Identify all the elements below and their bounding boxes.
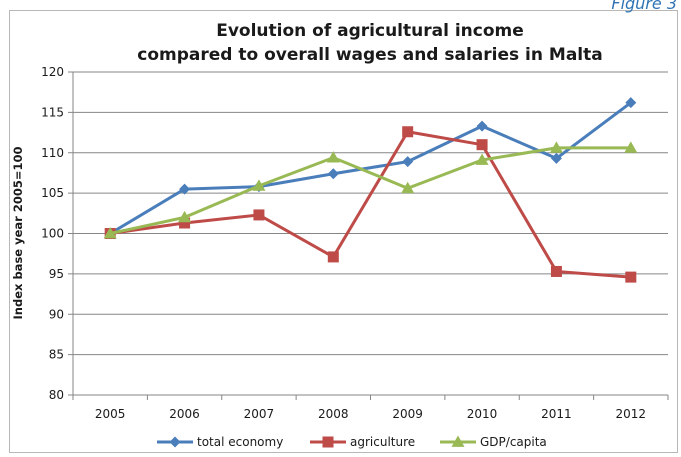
point-gdp-capita-2010 [475,153,489,165]
chart-title-line-2: compared to overall wages and salaries i… [137,45,602,65]
series-line-gdp-capita [109,146,631,235]
y-tick-label-110: 110 [41,146,64,160]
point-total-economy-2011 [550,152,562,164]
y-tick-label-100: 100 [41,227,64,241]
y-tick-label-120: 120 [41,65,64,79]
x-tick-label-2011: 2011 [541,407,572,421]
point-gdp-capita-2008 [326,151,340,163]
point-gdp-capita-2007 [252,179,266,191]
point-gdp-capita-2005 [103,227,117,239]
legend-item-agriculture: agriculture [310,435,415,449]
point-agriculture-2009 [402,126,414,138]
point-agriculture-2012 [625,271,637,283]
series-group [103,97,638,283]
x-axis-ticks: 2005 2006 2007 2008 2009 2010 2011 2012 [72,395,669,421]
point-total-economy-2008 [327,168,339,180]
x-tick-label-2007: 2007 [244,407,275,421]
legend: total economy agriculture GDP/capita [157,435,547,449]
legend-item-total-economy: total economy [157,435,283,449]
y-tick-label-115: 115 [41,105,64,119]
x-tick-label-2008: 2008 [318,407,349,421]
x-tick-label-2006: 2006 [169,407,200,421]
legend-label-total-economy: total economy [197,435,283,449]
point-total-economy-2012 [625,97,637,109]
point-gdp-capita-2012 [624,141,638,153]
y-axis-ticks: 80 85 90 95 100 105 110 115 120 [41,65,73,402]
gridlines [73,71,668,356]
x-tick-label-2009: 2009 [392,407,423,421]
point-total-economy-2006 [179,183,191,195]
point-agriculture-2007 [253,209,265,221]
point-agriculture-2008 [327,251,339,263]
legend-item-gdp-capita: GDP/capita [440,435,547,449]
series-line-total-economy [109,101,632,235]
legend-marker-total-economy [169,436,181,448]
chart-title-line-1: Evolution of agricultural income [216,21,524,41]
point-agriculture-2010 [476,139,488,151]
series-total-economy [104,97,637,239]
x-tick-label-2012: 2012 [616,407,647,421]
y-tick-label-95: 95 [49,267,64,281]
y-tick-label-90: 90 [49,307,64,321]
legend-marker-gdp-capita [451,435,465,447]
y-axis-label: Index base year 2005=100 [11,147,25,320]
point-gdp-capita-2006 [178,210,192,223]
point-agriculture-2011 [550,265,562,277]
y-tick-label-80: 80 [49,388,64,402]
point-agriculture-2006 [179,217,191,229]
y-tick-label-105: 105 [41,186,64,200]
series-gdp-capita [103,141,638,239]
point-gdp-capita-2009 [401,181,415,194]
x-tick-label-2005: 2005 [95,407,126,421]
legend-marker-agriculture [322,436,334,448]
y-tick-label-85: 85 [49,348,64,362]
point-total-economy-2009 [402,156,414,168]
point-gdp-capita-2011 [549,141,563,153]
point-total-economy-2010 [476,120,488,132]
legend-label-agriculture: agriculture [350,435,415,449]
figure-label: Figure 3 [611,0,677,13]
axes [72,72,668,396]
series-line-agriculture [109,130,631,279]
x-tick-label-2010: 2010 [467,407,498,421]
legend-label-gdp-capita: GDP/capita [480,435,547,449]
